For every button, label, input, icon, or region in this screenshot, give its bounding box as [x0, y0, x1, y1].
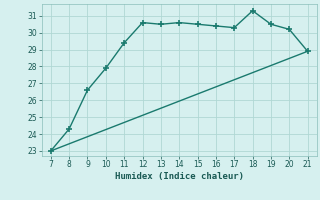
X-axis label: Humidex (Indice chaleur): Humidex (Indice chaleur) [115, 172, 244, 181]
